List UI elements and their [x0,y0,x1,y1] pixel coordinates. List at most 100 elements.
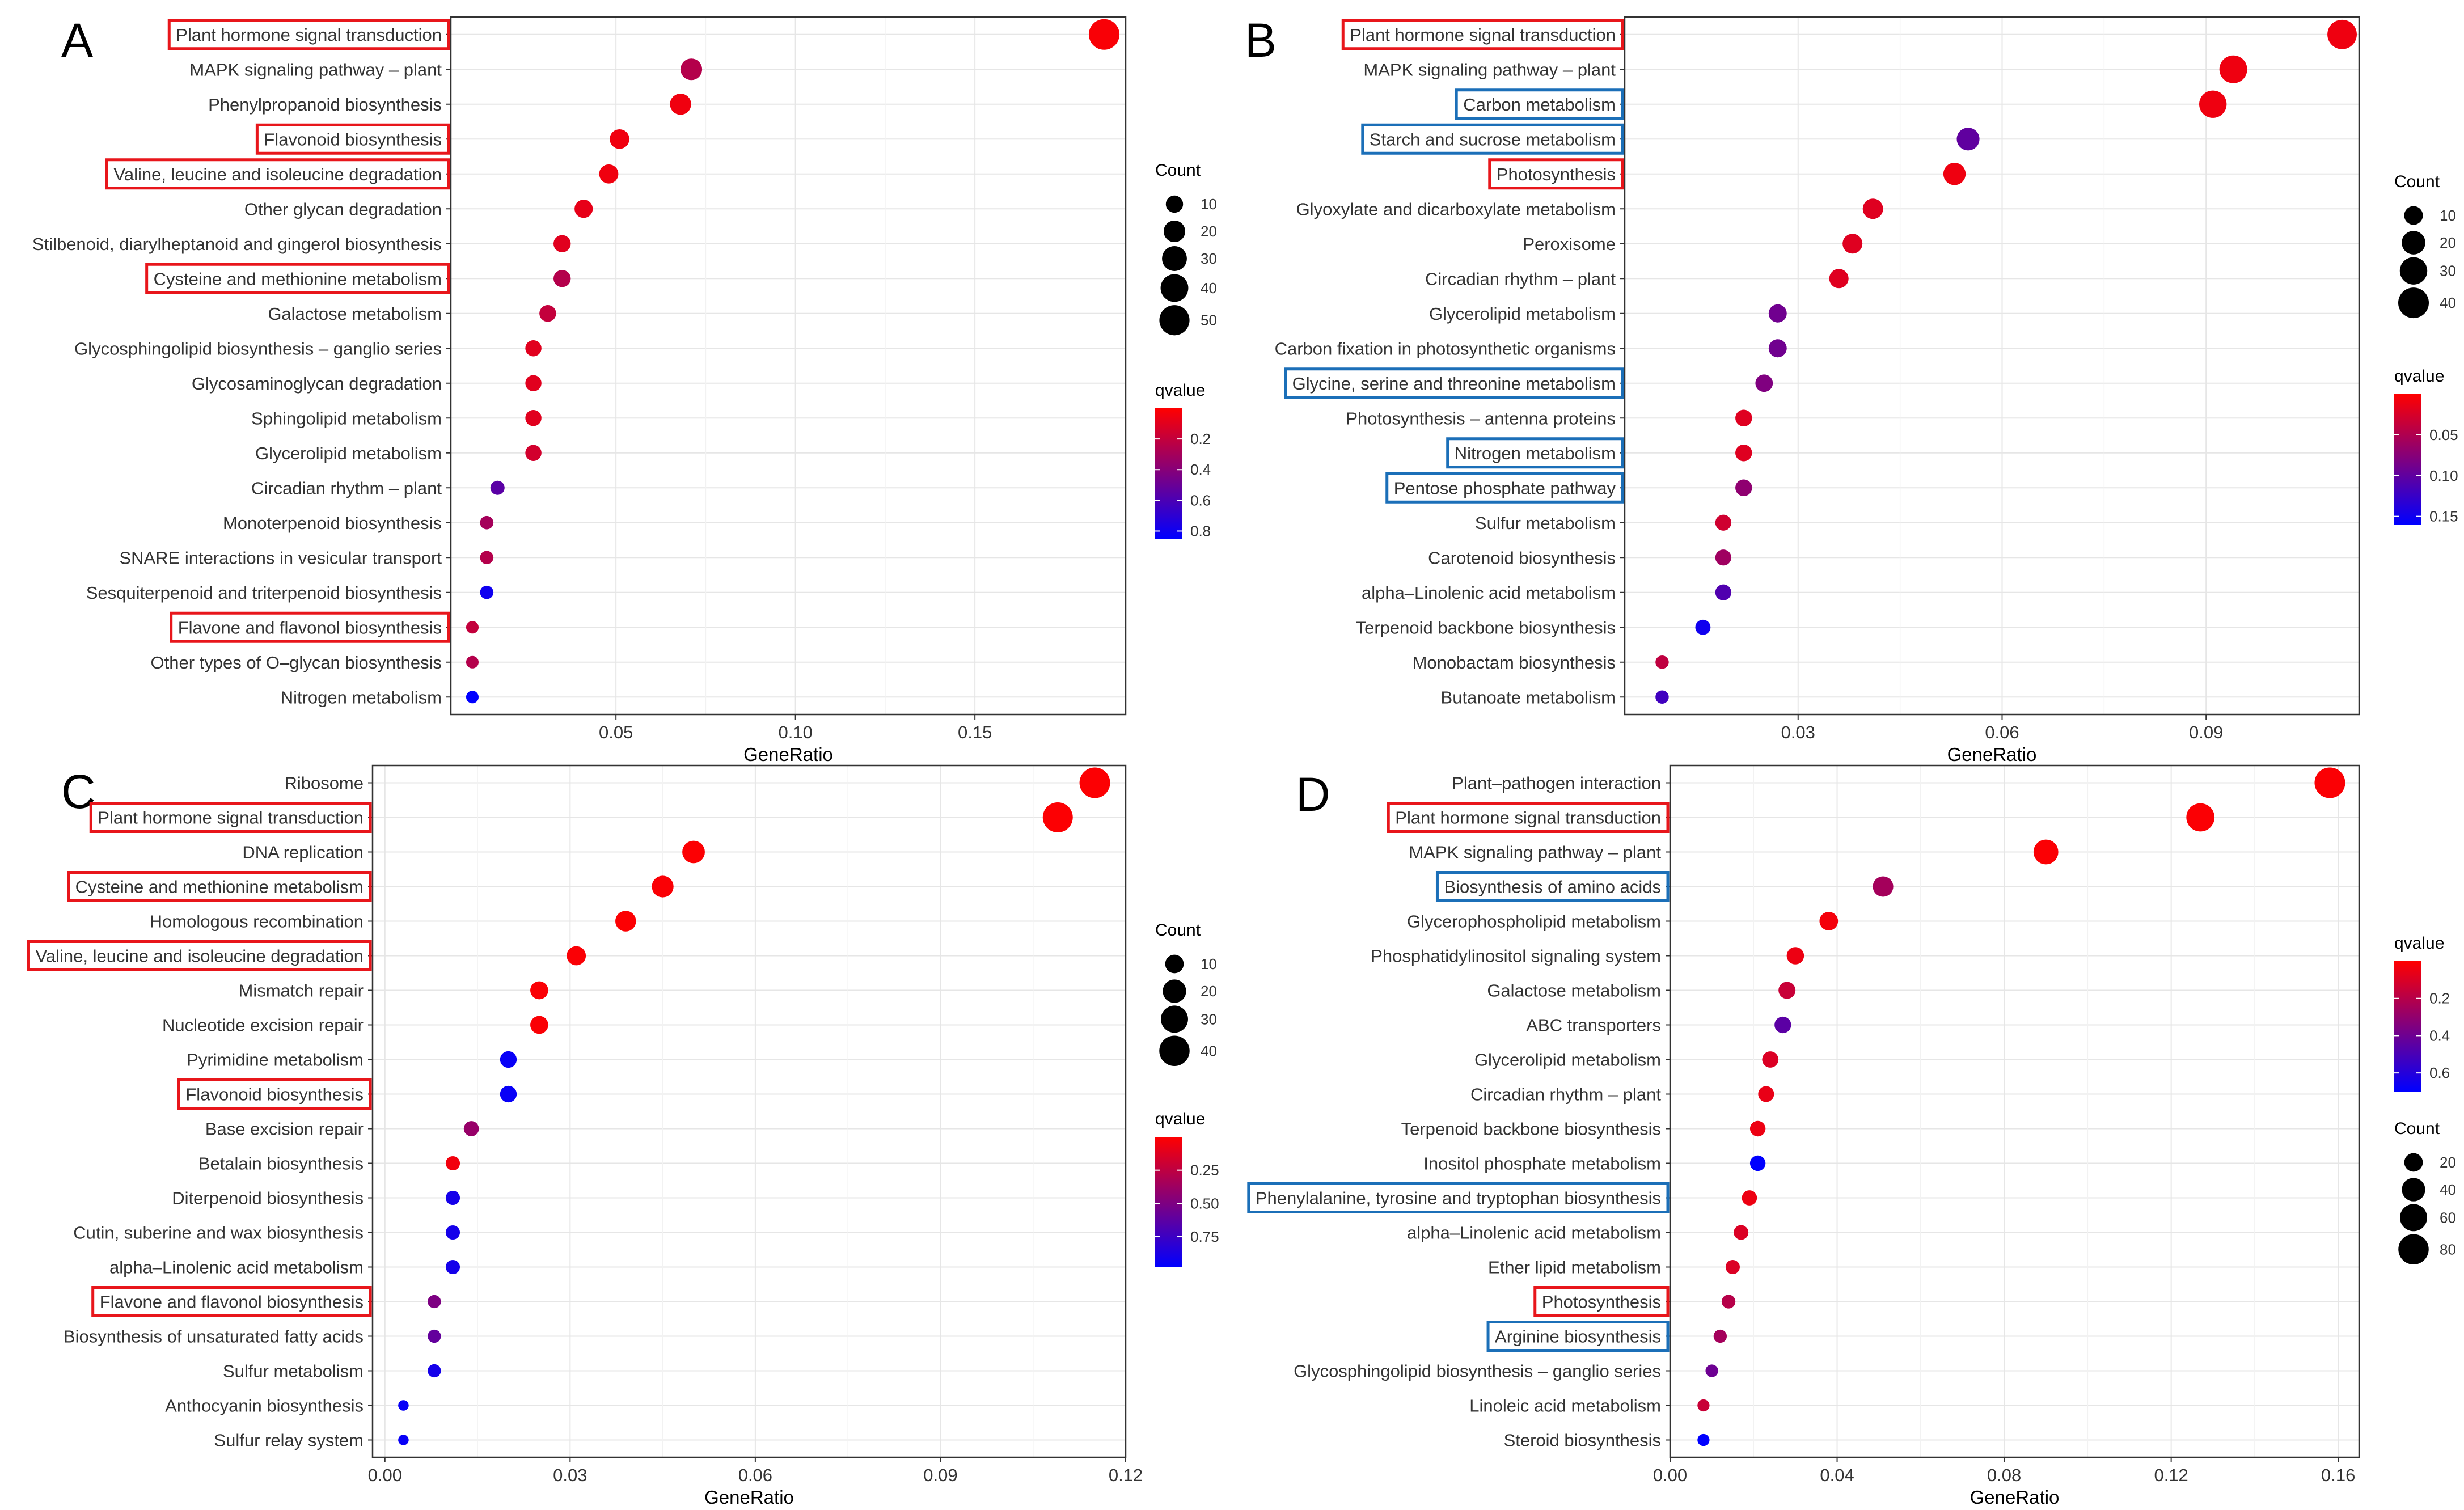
color-legend-label: 0.50 [1190,1195,1219,1212]
size-legend-title: Count [1155,921,1201,940]
y-tick-label: Phenylpropanoid biosynthesis [208,95,442,115]
y-tick-label: Monobactam biosynthesis [1413,653,1616,672]
y-tick-label: Glycosphingolipid biosynthesis – ganglio… [74,339,442,358]
data-point [1655,655,1669,669]
category-highlight-box-red [255,123,450,155]
category-highlight-box-red [1341,19,1624,50]
data-point [2327,19,2357,49]
data-point [466,691,479,704]
y-tick-label: Pentose phosphate pathway [1394,478,1616,498]
data-point [1742,1190,1757,1206]
y-tick-label: Phenylalanine, tyrosine and tryptophan b… [1256,1188,1661,1208]
y-tick-label: Plant hormone signal transduction [1350,25,1616,45]
x-tick-label: 0.09 [2189,722,2223,742]
plot-border [1624,16,2360,716]
size-legend-label: 50 [1201,312,1217,329]
panel-a: A Plant hormone signal transduction MAPK s… [32,14,1217,765]
y-tick-label: Plant–pathogen interaction [1452,773,1661,793]
y-tick-label: MAPK signaling pathway – plant [189,60,442,79]
x-axis: 0.03 0.06 0.09 GeneRatio [1781,714,2223,765]
color-legend-title: qvalue [2394,367,2444,386]
category-highlight-box-red [177,1078,372,1110]
data-point [2033,839,2059,865]
category-highlight-box-red [67,871,372,902]
y-tick-label: Steroid biosynthesis [1504,1431,1661,1450]
data-point [480,551,494,565]
data-point [1079,767,1110,798]
y-tick-label: Other glycan degradation [244,199,442,219]
data-point [670,94,691,115]
category-highlight-box-blue [1455,88,1624,120]
y-tick-label: Other types of O–glycan biosynthesis [151,653,442,672]
x-tick-label: 0.04 [1820,1465,1854,1485]
category-highlight-box-red [1488,158,1624,190]
y-tick-label: ABC transporters [1526,1016,1661,1035]
category-highlight-box-blue [1435,871,1670,902]
size-legend-label: 40 [2440,1181,2456,1198]
grid [1670,765,2359,1457]
y-tick-label: Carbon fixation in photosynthetic organi… [1275,339,1616,358]
y-tick-label: Linoleic acid metabolism [1469,1396,1661,1416]
data-point [1715,584,1731,600]
plot-border [371,764,1127,1458]
y-tick-label: Sphingolipid metabolism [251,408,442,428]
size-legend-label: 60 [2440,1209,2456,1226]
category-highlight-box-red [1533,1286,1670,1317]
color-legend: qvalue 0.2 0.4 0.6 [2394,934,2450,1092]
x-axis: 0.00 0.04 0.08 0.12 0.16 GeneRatio [1653,1457,2355,1508]
y-tick-label: Circadian rhythm – plant [1425,269,1616,289]
data-point [398,1435,409,1445]
size-legend-label: 20 [1201,223,1217,240]
color-bar [1155,408,1182,539]
data-point [615,911,636,932]
data-point [553,235,571,252]
category-highlight-box-red [91,1286,372,1317]
x-tick-label: 0.16 [2321,1465,2355,1485]
y-tick-label: Anthocyanin biosynthesis [165,1396,364,1416]
color-legend-label: 0.4 [1190,461,1211,478]
data-point [1758,1086,1774,1102]
color-legend: qvalue 0.2 0.4 0.6 0.8 [1155,381,1211,539]
y-tick-label: alpha–Linolenic acid metabolism [109,1258,364,1278]
y-tick-label: Biosynthesis of amino acids [1444,877,1661,897]
x-tick-label: 0.08 [1987,1465,2021,1485]
y-tick-label: Terpenoid backbone biosynthesis [1356,617,1616,637]
y-tick-label: Flavonoid biosynthesis [185,1085,364,1105]
y-tick-label: Sulfur relay system [214,1431,364,1450]
size-legend-key [2398,287,2429,319]
data-point [567,946,586,966]
data-point [1774,1016,1791,1034]
color-legend-label: 0.10 [2429,467,2458,484]
data-point [1713,1329,1727,1343]
data-point [1705,1364,1718,1377]
category-highlight-box-red [89,802,372,833]
y-tick-label: Circadian rhythm – plant [251,478,442,498]
y-tick-label: Mismatch repair [239,981,364,1001]
color-bar [2394,394,2421,525]
y-tick-label: Inositol phosphate metabolism [1423,1154,1661,1174]
color-legend-title: qvalue [1155,381,1205,400]
data-point [466,621,479,634]
color-legend-label: 0.6 [2429,1064,2450,1081]
data-point [525,375,542,391]
size-legend-key [2404,1153,2423,1172]
plot-border [450,16,1127,716]
data-point [428,1329,441,1343]
panel-label: B [1245,14,1277,67]
data-point [525,340,542,357]
y-tick-label: MAPK signaling pathway – plant [1363,60,1616,79]
data-point [1735,479,1752,497]
data-point [445,1156,460,1171]
x-tick-label: 0.05 [599,722,633,742]
y-tick-label: Photosynthesis [1497,164,1616,184]
y-tick-label: Glycine, serine and threonine metabolism [1292,374,1616,394]
data-point [525,410,542,426]
data-point [1089,19,1120,50]
data-point [681,58,703,81]
x-tick-label: 0.12 [2154,1465,2188,1485]
y-tick-label: Peroxisome [1523,234,1616,254]
